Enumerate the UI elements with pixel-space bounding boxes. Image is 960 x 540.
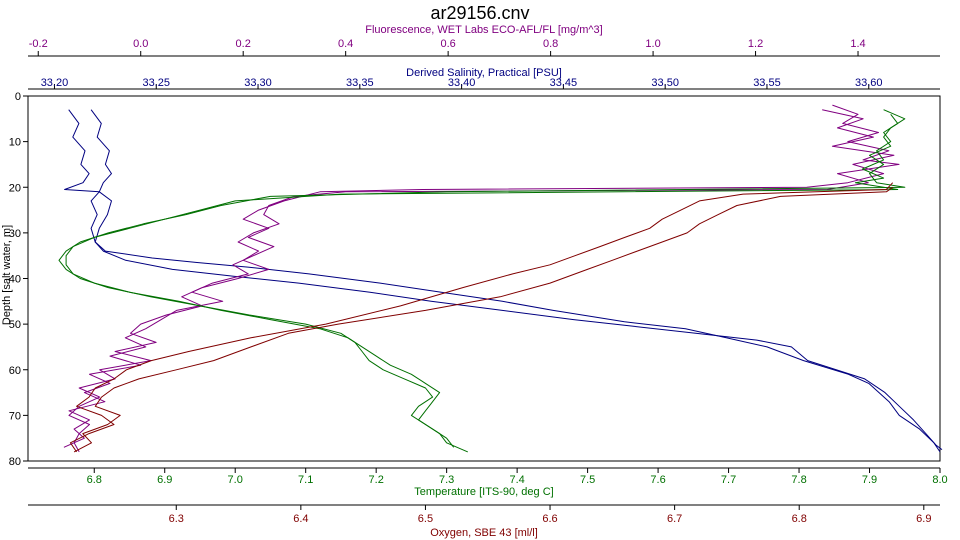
temperature-tick-label: 7.4: [509, 474, 524, 486]
fluorescence-tick-label: 1.2: [748, 38, 763, 50]
salinity-tick-label: 33.60: [855, 77, 883, 89]
temperature-axis: 6.8 6.9 7.0 7.1 7.2 7.3 7.4 7.5 7.6 7.7 7.8 7.9 8.0 …: [28, 467, 948, 498]
temperature-tick-label: 6.8: [87, 474, 102, 486]
depth-tick-label: 40: [9, 274, 21, 286]
fluorescence-tick-label: 1.4: [850, 38, 865, 50]
fluorescence-profile-line-3: [68, 104, 900, 453]
temperature-tick-label: 7.1: [298, 474, 313, 486]
salinity-axis: 33.20 33.25 33.30 33.35 33.40 33.45 33.50 33.55…: [28, 67, 940, 90]
oxygen-profile-line-7: [69, 182, 894, 453]
oxygen-axis: 6.3 6.4 6.5 6.6 6.7 6.8 6.9 Oxygen, SBE 43 [ml…: [28, 504, 940, 539]
fluorescence-tick-label: -0.2: [29, 38, 48, 50]
temperature-profile-line-6: [65, 113, 899, 448]
temperature-tick-label: 6.9: [157, 474, 172, 486]
salinity-tick-label: 33.25: [142, 77, 170, 89]
temperature-tick-label: 7.8: [791, 474, 806, 486]
salinity-tick-label: 33.45: [550, 77, 578, 89]
temperature-tick-label: 8.0: [932, 474, 947, 486]
salinity-profile-line-1: [64, 109, 941, 453]
temperature-tick-label: 7.6: [650, 474, 665, 486]
oxygen-tick-label: 6.9: [916, 513, 931, 525]
chart-title: ar29156.cnv: [430, 3, 529, 23]
fluorescence-tick-label: 0.8: [543, 38, 558, 50]
temperature-tick-label: 7.0: [228, 474, 243, 486]
oxygen-tick-label: 6.5: [418, 513, 433, 525]
temperature-tick-label: 7.5: [580, 474, 595, 486]
salinity-axis-label: Derived Salinity, Practical [PSU]: [406, 67, 562, 79]
oxygen-tick-label: 6.3: [169, 513, 184, 525]
depth-tick-label: 70: [9, 410, 21, 422]
temperature-tick-label: 7.2: [369, 474, 384, 486]
fluorescence-profile-line-4: [63, 109, 895, 448]
oxygen-profile-line-8: [73, 186, 893, 453]
depth-tick-label: 10: [9, 137, 21, 149]
salinity-tick-label: 33.40: [448, 77, 476, 89]
fluorescence-axis: -0.2 0.0 0.2 0.4 0.6 0.8 1.0 1.2 1.4 Fluorescenc…: [28, 24, 940, 57]
salinity-tick-label: 33.30: [244, 77, 272, 89]
salinity-tick-label: 33.55: [753, 77, 781, 89]
depth-tick-label: 50: [9, 319, 21, 331]
fluorescence-tick-label: 0.6: [440, 38, 455, 50]
fluorescence-tick-label: 0.2: [236, 38, 251, 50]
oxygen-tick-label: 6.7: [667, 513, 682, 525]
salinity-tick-label: 33.50: [651, 77, 679, 89]
fluorescence-axis-label: Fluorescence, WET Labs ECO-AFL/FL [mg/m^…: [365, 24, 602, 36]
oxygen-tick-label: 6.8: [792, 513, 807, 525]
plot-area: [27, 95, 943, 462]
oxygen-tick-label: 6.6: [542, 513, 557, 525]
temperature-tick-label: 7.3: [439, 474, 454, 486]
salinity-tick-label: 33.35: [346, 77, 374, 89]
temperature-tick-label: 7.7: [721, 474, 736, 486]
fluorescence-tick-label: 1.0: [645, 38, 660, 50]
temperature-tick-label: 7.9: [862, 474, 877, 486]
depth-tick-label: 20: [9, 182, 21, 194]
depth-tick-label: 30: [9, 228, 21, 240]
temperature-profile-line-5: [58, 109, 906, 453]
oxygen-tick-label: 6.4: [293, 513, 308, 525]
oxygen-axis-label: Oxygen, SBE 43 [ml/l]: [430, 527, 538, 539]
salinity-profile-line-2: [90, 109, 943, 450]
depth-tick-label: 60: [9, 365, 21, 377]
salinity-tick-label: 33.20: [41, 77, 69, 89]
fluorescence-tick-label: 0.0: [133, 38, 148, 50]
fluorescence-tick-label: 0.4: [338, 38, 353, 50]
plot-frame: [27, 95, 941, 462]
depth-axis-label: Depth [salt water, m]: [1, 225, 13, 325]
temperature-axis-label: Temperature [ITS-90, deg C]: [414, 486, 553, 498]
depth-tick-label: 80: [9, 456, 21, 468]
depth-axis: 0 10 20 30 40 50 60 70 80 Depth [salt water, m]: [1, 91, 28, 468]
depth-tick-label: 0: [15, 91, 21, 103]
